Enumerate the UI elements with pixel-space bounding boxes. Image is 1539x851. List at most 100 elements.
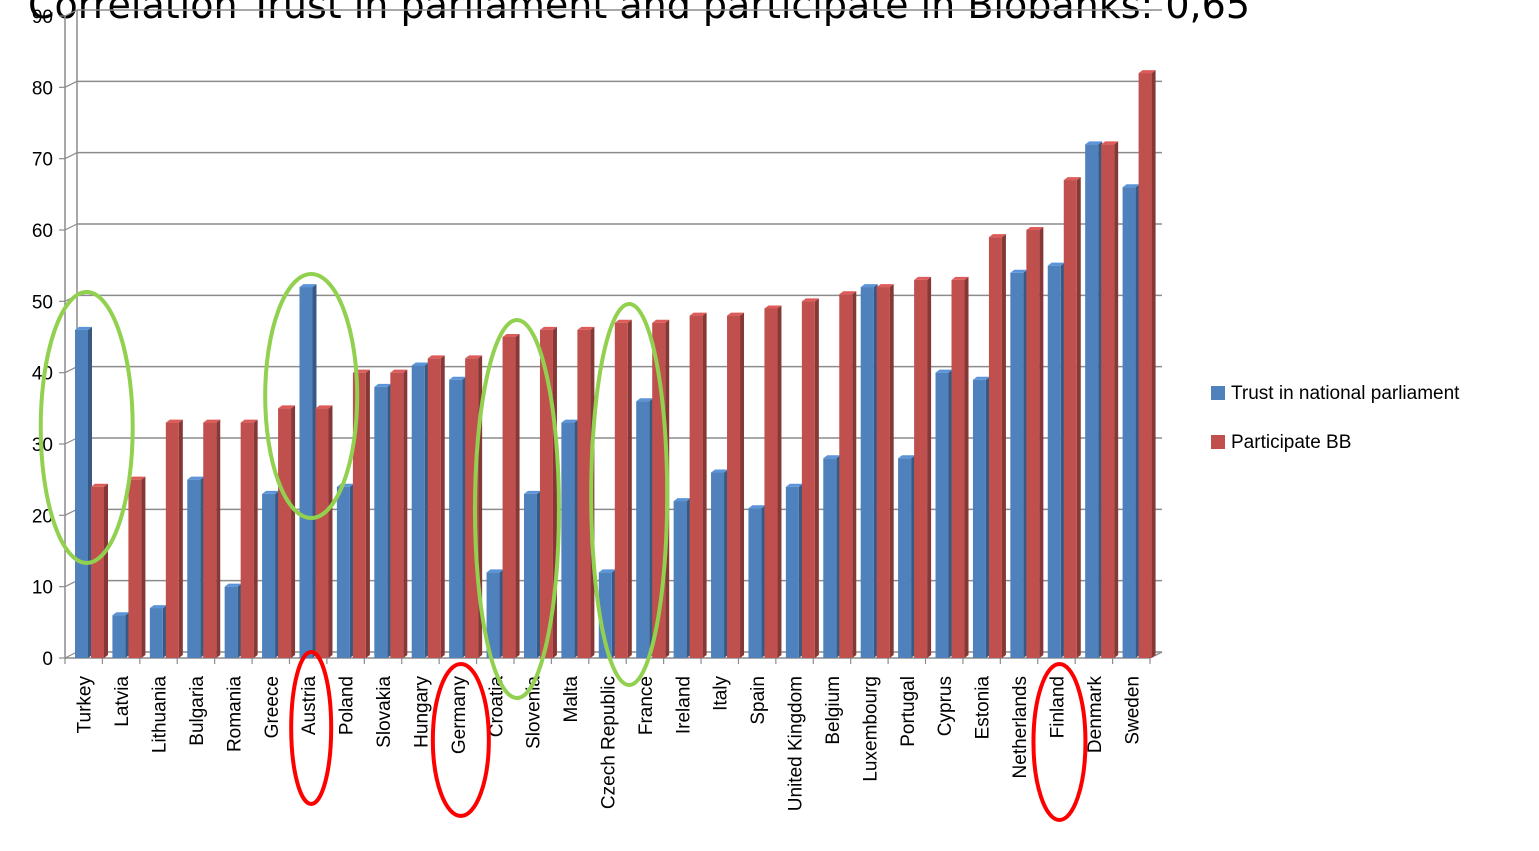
bar-trust-in-national-parliament-hungary-top xyxy=(411,362,429,366)
bar-trust-in-national-parliament-united-kingdom-top xyxy=(785,483,803,487)
x-tick-label-hungary: Hungary xyxy=(411,676,432,748)
bar-participate-bb-belgium-front xyxy=(839,294,853,658)
bar-participate-bb-hungary-top xyxy=(427,355,445,359)
bar-participate-bb-latvia-top xyxy=(128,476,146,480)
bar-participate-bb-denmark-top xyxy=(1101,141,1119,145)
bar-trust-in-national-parliament-austria xyxy=(299,284,317,658)
bar-trust-in-national-parliament-ireland-top xyxy=(673,498,691,502)
x-tick-label-slovakia: Slovakia xyxy=(374,676,395,748)
bar-participate-bb-finland-top xyxy=(1063,177,1081,181)
bar-trust-in-national-parliament-netherlands-front xyxy=(1010,272,1024,658)
bar-trust-in-national-parliament-sweden-top xyxy=(1122,184,1140,188)
bar-trust-in-national-parliament-slovakia-front xyxy=(374,386,388,658)
chart-title: Correlation Trust in parliament and part… xyxy=(28,0,1250,27)
bar-participate-bb-spain-top xyxy=(764,305,782,309)
bar-trust-in-national-parliament-bulgaria-front xyxy=(187,479,201,658)
x-tick-label-france: France xyxy=(636,676,657,735)
bar-trust-in-national-parliament-spain-top xyxy=(748,505,766,509)
bar-trust-in-national-parliament-ireland-front xyxy=(673,501,687,658)
bar-trust-in-national-parliament-italy-top xyxy=(711,469,729,473)
bar-participate-bb-lithuania-top xyxy=(165,419,183,423)
bar-participate-bb-austria xyxy=(315,405,333,658)
x-tick-label-finland: Finland xyxy=(1047,676,1068,738)
bar-participate-bb-france-top xyxy=(652,319,670,323)
bar-trust-in-national-parliament-hungary xyxy=(411,362,429,658)
bar-trust-in-national-parliament-italy-front xyxy=(711,472,725,658)
bar-participate-bb-cyprus-top xyxy=(951,276,969,280)
bar-trust-in-national-parliament-lithuania xyxy=(149,605,167,658)
bar-trust-in-national-parliament-cyprus-front xyxy=(935,372,949,658)
bar-trust-in-national-parliament-portugal-front xyxy=(898,458,912,658)
bar-trust-in-national-parliament-cyprus xyxy=(935,369,953,658)
bar-trust-in-national-parliament-romania xyxy=(224,583,242,658)
bar-trust-in-national-parliament-netherlands xyxy=(1010,269,1028,658)
bar-trust-in-national-parliament-greece xyxy=(262,490,280,658)
x-tick-label-portugal: Portugal xyxy=(898,676,919,747)
bar-participate-bb-luxembourg-front xyxy=(876,287,890,658)
bar-trust-in-national-parliament-slovenia xyxy=(523,490,541,658)
annotation-ellipse-turkey xyxy=(38,290,135,565)
gridline-depth xyxy=(64,80,78,88)
bar-participate-bb-luxembourg-top xyxy=(876,284,894,288)
bar-trust-in-national-parliament-luxembourg xyxy=(860,284,878,658)
x-tick-label-ireland: Ireland xyxy=(673,676,694,734)
bar-participate-bb-austria-side xyxy=(328,405,333,658)
bar-trust-in-national-parliament-poland xyxy=(336,483,354,658)
bar-trust-in-national-parliament-sweden-front xyxy=(1122,187,1136,658)
bar-trust-in-national-parliament-romania-top xyxy=(224,583,242,587)
bar-participate-bb-netherlands-front xyxy=(1026,230,1040,658)
bar-trust-in-national-parliament-united-kingdom-front xyxy=(785,486,799,658)
bar-participate-bb-united-kingdom-front xyxy=(801,301,815,658)
bar-participate-bb-poland-side xyxy=(365,369,370,658)
bar-trust-in-national-parliament-latvia-front xyxy=(112,615,126,658)
x-tick-label-croatia: Croatia xyxy=(486,676,507,738)
x-tick-label-netherlands: Netherlands xyxy=(1010,676,1031,778)
bar-participate-bb-turkey-front xyxy=(91,486,104,658)
bar-trust-in-national-parliament-france-front xyxy=(636,401,650,658)
annotation-ellipses xyxy=(38,272,1088,822)
bar-participate-bb-slovakia-front xyxy=(390,372,404,658)
x-tick-label-malta: Malta xyxy=(561,676,582,723)
y-tick-label: 90 xyxy=(32,7,53,28)
bar-participate-bb-estonia-side xyxy=(1001,234,1006,658)
y-tick-label: 80 xyxy=(32,78,53,99)
gridline-depth xyxy=(64,152,78,160)
x-tick-label-belgium: Belgium xyxy=(823,676,844,745)
bar-participate-bb-croatia xyxy=(502,334,520,658)
bar-trust-in-national-parliament-belgium-front xyxy=(823,458,837,658)
bar-participate-bb-united-kingdom xyxy=(801,298,819,658)
bar-trust-in-national-parliament-cyprus-top xyxy=(935,369,953,373)
bar-trust-in-national-parliament-belgium-top xyxy=(823,455,841,459)
bar-participate-bb-netherlands xyxy=(1026,227,1044,658)
bar-participate-bb-germany-front xyxy=(465,358,479,658)
bar-participate-bb-estonia-front xyxy=(988,237,1002,658)
annotation-ellipse-croatia-slovenia xyxy=(472,318,561,700)
bar-trust-in-national-parliament-turkey xyxy=(75,326,92,658)
legend-label-participate-bb: Participate BB xyxy=(1231,432,1351,453)
bar-participate-bb-romania-front xyxy=(240,422,254,658)
x-tick-label-greece: Greece xyxy=(262,676,283,738)
annotation-ellipse-austria xyxy=(263,272,360,520)
bar-participate-bb-sweden-top xyxy=(1138,70,1156,74)
bar-trust-in-national-parliament-sweden xyxy=(1122,184,1140,658)
bar-participate-bb-finland-front xyxy=(1063,180,1077,659)
bar-participate-bb-latvia-front xyxy=(128,479,142,658)
bar-trust-in-national-parliament-estonia xyxy=(972,376,990,658)
bar-trust-in-national-parliament-hungary-front xyxy=(411,365,425,658)
bar-trust-in-national-parliament-italy xyxy=(711,469,729,658)
bar-trust-in-national-parliament-finland xyxy=(1047,262,1065,658)
bar-participate-bb-italy-front xyxy=(727,315,741,658)
bar-participate-bb-croatia-front xyxy=(502,337,516,658)
bar-participate-bb-czech-republic-side xyxy=(627,319,632,658)
bar-participate-bb-austria-top xyxy=(315,405,333,409)
x-tick-label-bulgaria: Bulgaria xyxy=(187,676,208,746)
bar-participate-bb-slovakia xyxy=(390,369,408,658)
bar-participate-bb-czech-republic-front xyxy=(614,322,628,658)
bar-participate-bb-poland xyxy=(352,369,370,658)
bar-trust-in-national-parliament-bulgaria-top xyxy=(187,476,205,480)
bar-participate-bb-austria-front xyxy=(315,408,329,658)
x-tick-label-czech-republic: Czech Republic xyxy=(599,676,620,809)
x-tick-label-estonia: Estonia xyxy=(973,676,994,740)
x-tick-label-slovenia: Slovenia xyxy=(524,676,545,749)
